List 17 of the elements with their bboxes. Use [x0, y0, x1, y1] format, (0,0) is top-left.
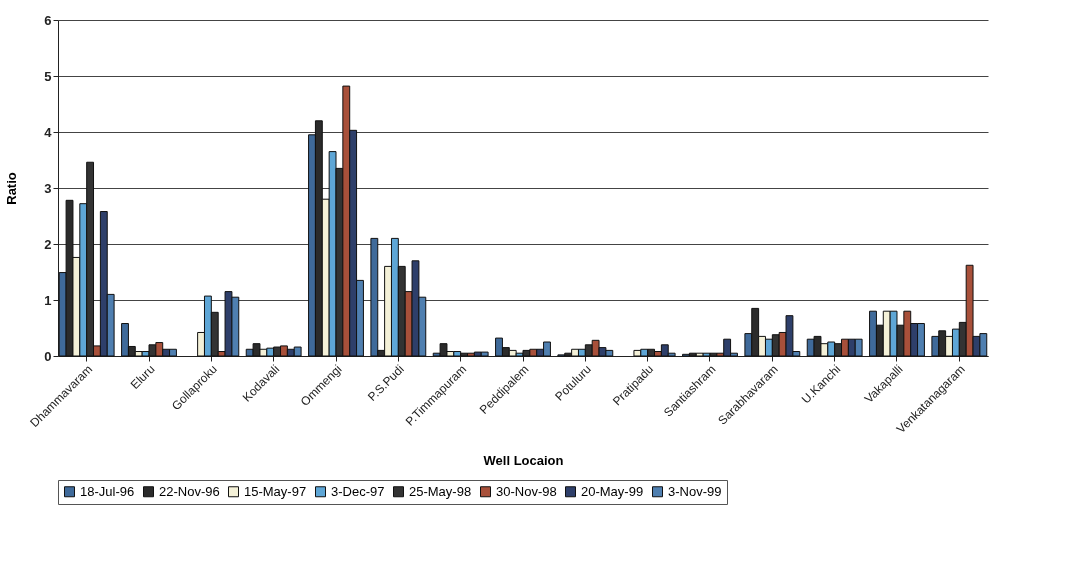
y-axis-title: Ratio: [4, 172, 20, 205]
legend-label: 30-Nov-98: [496, 483, 557, 499]
legend-label: 22-Nov-96: [159, 483, 220, 499]
x-axis-title: Well Locaion: [483, 453, 564, 469]
legend-label: 3-Nov-99: [668, 483, 722, 499]
y-tick-label: 5: [44, 68, 52, 84]
y-tick-label: 6: [44, 12, 52, 28]
legend-label: 25-May-98: [409, 483, 472, 499]
legend-label: 20-May-99: [581, 483, 644, 499]
y-tick-label: 1: [44, 292, 52, 308]
y-tick-label: 4: [44, 124, 53, 140]
legend-label: 18-Jul-96: [80, 483, 135, 499]
y-tick-label: 3: [44, 180, 52, 196]
y-tick-label: 0: [44, 348, 52, 364]
y-tick-label: 2: [44, 236, 52, 252]
legend-label: 15-May-97: [244, 483, 307, 499]
legend-label: 3-Dec-97: [331, 483, 385, 499]
